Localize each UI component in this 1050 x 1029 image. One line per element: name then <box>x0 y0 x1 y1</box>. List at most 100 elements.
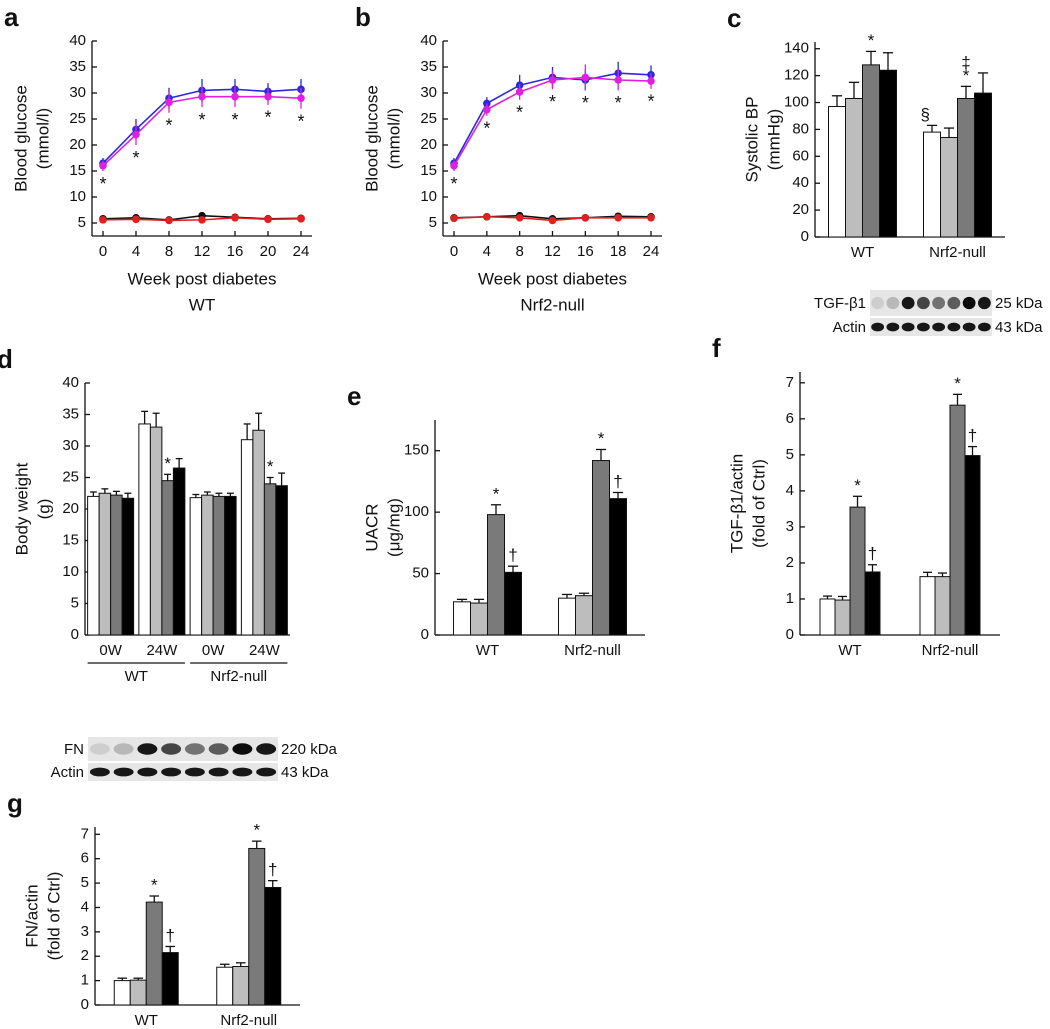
annotation: † <box>166 926 175 945</box>
blot-size: 25 kDa <box>995 295 1043 312</box>
blot-band <box>932 322 946 332</box>
x-tick-label: 0 <box>99 243 107 260</box>
bar <box>974 92 992 238</box>
bar <box>240 439 254 636</box>
x-tick-label: 12 <box>544 243 561 260</box>
annotation: † <box>968 426 977 445</box>
blot-band <box>89 767 110 777</box>
bar <box>252 429 265 636</box>
bar <box>275 485 288 636</box>
blot-band <box>137 767 158 777</box>
y-tick-label: 100 <box>404 503 429 520</box>
y-axis-label: (mmHg) <box>764 109 783 170</box>
y-tick-label: 0 <box>801 228 809 245</box>
x-tick-label: 0W <box>202 642 225 659</box>
bar <box>862 64 880 238</box>
blot-label: TGF-β1 <box>814 295 866 312</box>
x-tick-label: 24W <box>249 642 281 659</box>
bar <box>263 483 277 636</box>
point <box>647 214 655 222</box>
y-axis-label: (fold of Ctrl) <box>749 459 768 548</box>
bar <box>957 97 975 238</box>
annotation: * <box>165 116 172 136</box>
bar <box>172 467 186 636</box>
x-axis-label: Week post diabetes <box>128 269 277 288</box>
y-tick-label: 1 <box>786 590 794 607</box>
bar <box>558 597 576 636</box>
annotation: * <box>151 875 158 894</box>
y-tick-label: 1 <box>81 972 89 989</box>
y-tick-label: 100 <box>784 93 809 110</box>
bar <box>849 506 866 636</box>
annotation: * <box>854 476 861 495</box>
y-tick-label: 25 <box>420 110 437 127</box>
bar <box>879 69 897 238</box>
point <box>450 214 458 223</box>
blot-band <box>977 296 991 310</box>
y-tick-label: 7 <box>786 374 794 391</box>
y-axis-label: Blood glucose <box>11 85 30 192</box>
y-axis-label: TGF-β1/actin <box>727 454 746 554</box>
bar <box>964 455 981 636</box>
annotation: † <box>508 546 517 565</box>
y-tick-label: 0 <box>81 996 89 1013</box>
blot-label: FN <box>64 741 84 758</box>
y-axis-label: (μg/mg) <box>384 498 403 557</box>
x-tick-label: 8 <box>515 243 523 260</box>
blot-band <box>113 743 134 755</box>
blot-band <box>977 322 991 332</box>
point <box>231 92 239 101</box>
y-tick-label: 40 <box>792 174 809 191</box>
bar <box>161 952 179 1006</box>
bar <box>113 980 131 1006</box>
x-tick-label: Nrf2-null <box>564 642 621 659</box>
point <box>198 92 206 101</box>
bar <box>232 965 250 1006</box>
blot-band <box>871 322 885 332</box>
bar <box>923 131 941 238</box>
annotation: § <box>920 105 929 124</box>
y-tick-label: 30 <box>69 84 86 101</box>
bar <box>248 847 266 1006</box>
y-tick-label: 30 <box>420 84 437 101</box>
x-tick-label: 4 <box>132 243 140 260</box>
blot-band <box>256 767 277 777</box>
y-tick-label: 10 <box>420 188 437 205</box>
y-tick-label: 15 <box>62 531 79 548</box>
point <box>165 98 173 107</box>
y-tick-label: 0 <box>71 626 79 643</box>
annotation: * <box>615 93 622 113</box>
x-tick-label: 24 <box>293 243 310 260</box>
x-tick-label: Nrf2-null <box>929 244 986 261</box>
y-tick-label: 6 <box>81 850 89 867</box>
bar <box>264 886 282 1006</box>
bar <box>864 571 881 636</box>
annotation: * <box>549 92 556 112</box>
x-tick-label: 18 <box>610 243 627 260</box>
x-tick-label: Nrf2-null <box>922 642 979 659</box>
bar <box>212 495 226 636</box>
bar <box>934 576 951 636</box>
point <box>231 214 239 222</box>
annotation: * <box>231 110 238 130</box>
bar <box>828 106 846 238</box>
x-tick-label: 0 <box>450 243 458 260</box>
bar <box>470 602 488 636</box>
bar <box>161 480 174 636</box>
blot-band <box>871 296 885 310</box>
bar <box>845 97 863 238</box>
point <box>581 73 590 82</box>
bar <box>575 595 593 636</box>
annotation: * <box>164 454 171 473</box>
x-axis-label: Week post diabetes <box>478 269 627 288</box>
y-tick-label: 15 <box>420 162 437 179</box>
point <box>264 92 272 101</box>
annotation: * <box>647 92 654 112</box>
blot-band <box>916 322 930 332</box>
y-tick-label: 7 <box>81 825 89 842</box>
point <box>198 216 206 224</box>
y-axis-label: (mmol/l) <box>384 108 403 169</box>
bar <box>98 492 112 636</box>
y-tick-label: 6 <box>786 410 794 427</box>
